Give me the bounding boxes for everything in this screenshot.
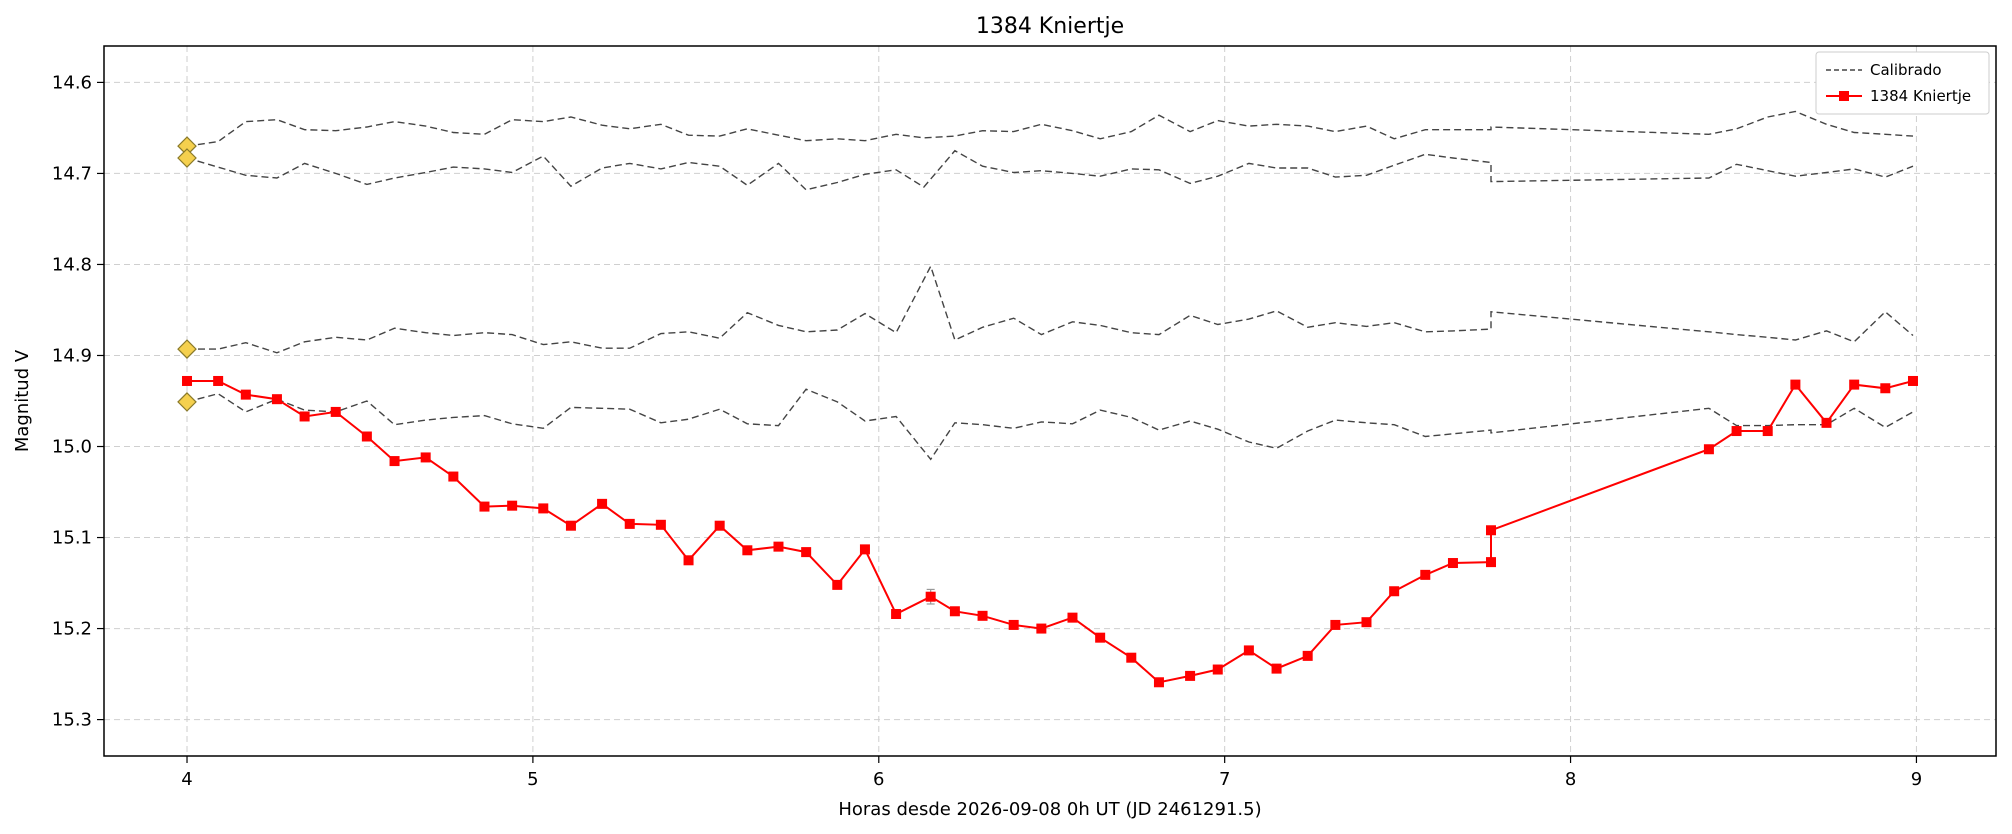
target-data-point: [742, 545, 753, 556]
target-data-point: [925, 591, 936, 602]
y-tick-label: 14.7: [52, 163, 92, 184]
target-data-point: [1067, 612, 1078, 623]
target-data-point: [1762, 426, 1773, 437]
y-tick-label: 15.2: [52, 619, 92, 640]
target-data-point: [859, 544, 870, 555]
x-tick-label: 7: [1219, 769, 1230, 790]
target-data-point: [1849, 379, 1860, 390]
calibrated-series-group: [186, 110, 1914, 461]
target-data-point: [1330, 619, 1341, 630]
target-data-point: [1126, 652, 1137, 663]
target-data-point: [1486, 557, 1497, 568]
target-data-point: [1153, 677, 1164, 688]
legend-box: [1815, 51, 1990, 115]
target-data-point: [714, 520, 725, 531]
x-tick-label: 8: [1565, 769, 1576, 790]
target-data-point: [240, 389, 251, 400]
x-axis-label: Horas desde 2026-09-08 0h UT (JD 2461291…: [838, 799, 1261, 820]
target-data-point: [479, 501, 490, 512]
target-data-point: [1907, 375, 1918, 386]
legend-calibrado-label: Calibrado: [1870, 61, 1942, 79]
calibrated-series-line: [186, 149, 1914, 191]
y-tick-label: 14.6: [52, 72, 92, 93]
plot-frame: [103, 45, 1997, 757]
target-data-point: [299, 411, 310, 422]
target-data-point: [1880, 383, 1891, 394]
target-data-point: [507, 500, 518, 511]
x-tick-label: 6: [873, 769, 884, 790]
target-data-point: [832, 579, 843, 590]
target-data-point: [624, 518, 635, 529]
legend-target-label: 1384 Kniertje: [1870, 87, 1971, 105]
target-data-point: [891, 609, 902, 619]
start-marker-diamond: [177, 392, 197, 412]
y-axis-ticks: 14.6 14.7 14.8 14.9 15.0 15.1 15.2 15.3: [52, 72, 104, 731]
y-axis-label: Magnitud V: [12, 349, 33, 452]
target-data-point: [1790, 379, 1801, 390]
x-tick-label: 9: [1911, 769, 1922, 790]
x-tick-label: 5: [527, 769, 538, 790]
start-markers-group: [177, 136, 197, 412]
target-data-point: [1420, 569, 1431, 580]
legend: Calibrado 1384 Kniertje: [1815, 51, 1990, 115]
target-data-point: [1008, 619, 1019, 630]
target-data-point: [1302, 650, 1313, 661]
target-data-point: [1185, 670, 1196, 681]
target-data-point: [1486, 525, 1497, 536]
target-data-point: [1212, 664, 1223, 675]
target-data-point: [1243, 645, 1254, 656]
y-tick-label: 14.9: [52, 345, 92, 366]
target-data-point: [949, 606, 960, 617]
target-data-point: [1036, 623, 1047, 634]
target-data-point: [1361, 617, 1372, 628]
target-data-point: [213, 375, 224, 386]
x-tick-label: 4: [181, 769, 192, 790]
target-data-point: [361, 431, 372, 442]
grid-lines: [104, 46, 1996, 756]
target-data-point: [1271, 663, 1282, 674]
calibrated-series-line: [186, 388, 1914, 461]
target-data-point: [182, 375, 193, 386]
target-data-point: [1731, 426, 1742, 437]
target-data-point: [597, 498, 608, 509]
target-data-point: [683, 555, 694, 566]
target-data-point: [773, 541, 784, 552]
target-data-point: [389, 456, 400, 467]
legend-target-marker: [1839, 91, 1849, 101]
calibrated-series-line: [187, 264, 1914, 354]
x-axis-ticks: 4 5 6 7 8 9: [181, 756, 1922, 790]
y-tick-label: 15.0: [52, 437, 92, 458]
target-data-point: [801, 547, 812, 558]
target-data-point: [977, 610, 988, 621]
start-marker-diamond: [177, 148, 197, 168]
target-data-point: [655, 519, 666, 530]
chart-title: 1384 Kniertje: [976, 14, 1124, 39]
target-data-point: [1389, 586, 1400, 597]
target-data-point: [420, 452, 431, 463]
start-marker-diamond: [177, 339, 197, 359]
target-series-group: [182, 375, 1918, 688]
y-tick-label: 15.3: [52, 710, 92, 731]
calibrated-series-line: [186, 110, 1914, 147]
target-data-point: [565, 520, 576, 531]
target-data-point: [1821, 417, 1832, 428]
target-data-point: [538, 503, 549, 514]
y-tick-label: 14.8: [52, 254, 92, 275]
target-data-point: [448, 471, 459, 482]
target-data-point: [1703, 444, 1714, 455]
target-data-point: [1095, 632, 1106, 643]
y-tick-label: 15.1: [52, 528, 92, 549]
target-data-point: [330, 406, 341, 417]
target-data-point: [271, 394, 282, 405]
target-data-point: [1447, 558, 1458, 569]
